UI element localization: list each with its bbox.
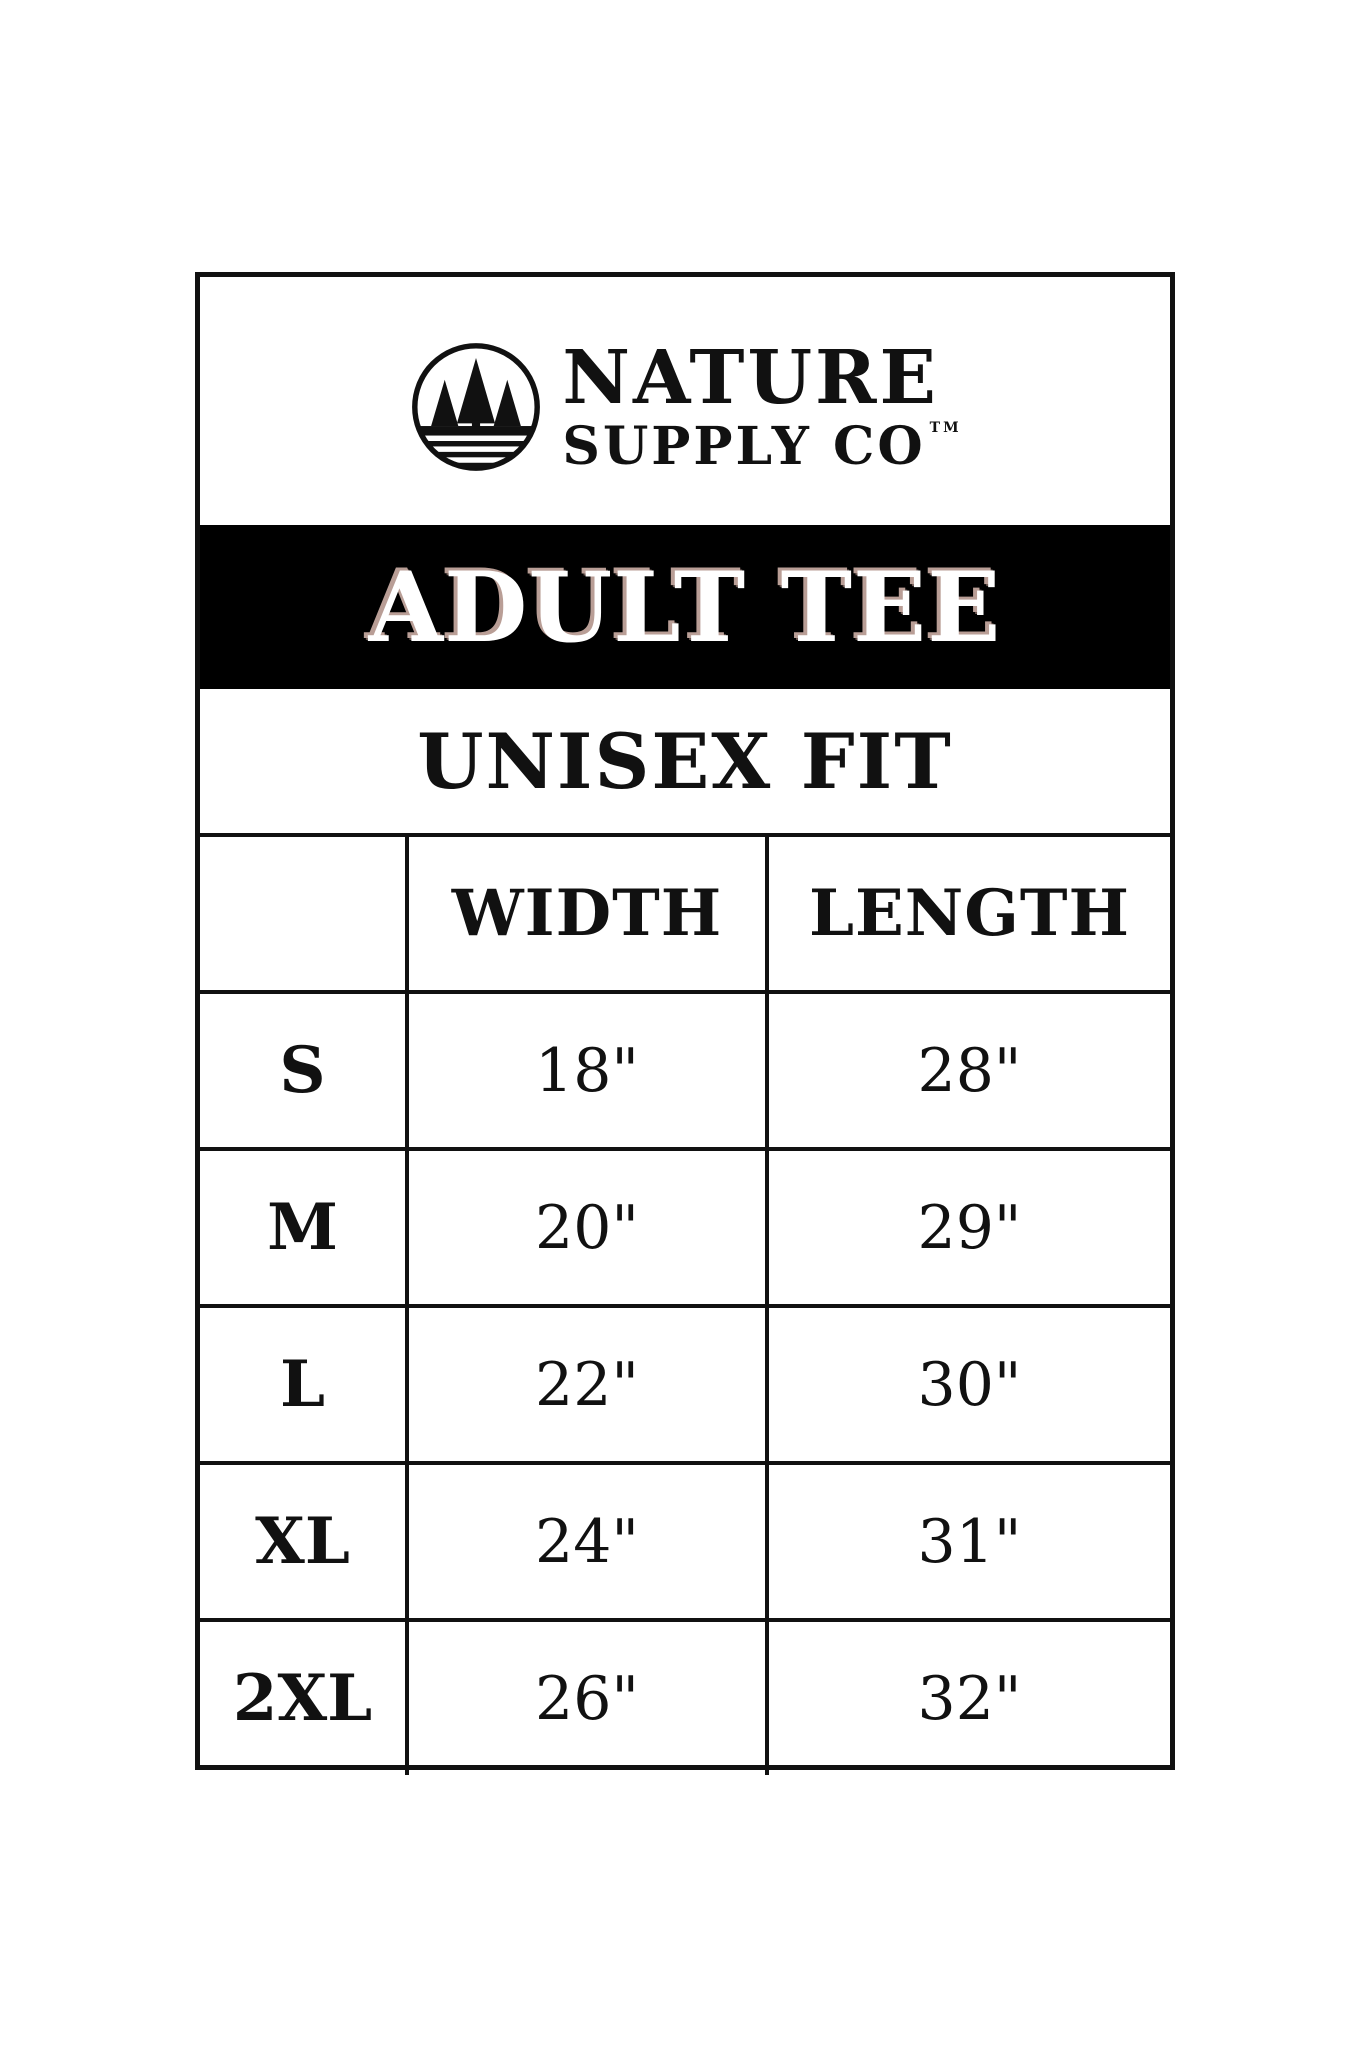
size-label: M [200,1147,409,1308]
header-width: WIDTH [405,837,769,994]
table-row: 2XL 26" 32" [200,1618,1170,1775]
size-label: XL [200,1461,409,1622]
width-value: 20" [405,1147,769,1308]
header-row: WIDTH LENGTH [200,837,1170,994]
trademark: TM [929,420,962,436]
width-value: 22" [405,1304,769,1465]
brand-name-line2: SUPPLY CO [562,416,926,477]
fit-subtitle: UNISEX FIT [200,689,1170,837]
length-value: 30" [765,1304,1170,1465]
table-row: S 18" 28" [200,990,1170,1151]
size-table: WIDTH LENGTH S 18" 28" M 20" 29" L 22" 3… [200,837,1170,1775]
length-value: 31" [765,1461,1170,1622]
width-value: 18" [405,990,769,1151]
table-row: XL 24" 31" [200,1461,1170,1622]
size-chart: NATURE SUPPLY CO TM ADULT TEE UNISEX FIT … [195,272,1175,1775]
length-value: 29" [765,1147,1170,1308]
table-row: M 20" 29" [200,1147,1170,1308]
header-length: LENGTH [765,837,1170,994]
size-label: L [200,1304,409,1465]
size-label: S [200,990,409,1151]
width-value: 26" [405,1618,769,1775]
table-row: L 22" 30" [200,1304,1170,1465]
product-title: ADULT TEE [368,550,1002,664]
width-value: 24" [405,1461,769,1622]
title-band: ADULT TEE [200,525,1170,689]
trees-logo-icon [412,343,541,471]
length-value: 32" [765,1618,1170,1775]
length-value: 28" [765,990,1170,1151]
brand-name-line1: NATURE [562,335,939,421]
header-empty [200,837,409,994]
size-label: 2XL [200,1618,409,1775]
brand-logo: NATURE SUPPLY CO TM [200,337,1170,477]
